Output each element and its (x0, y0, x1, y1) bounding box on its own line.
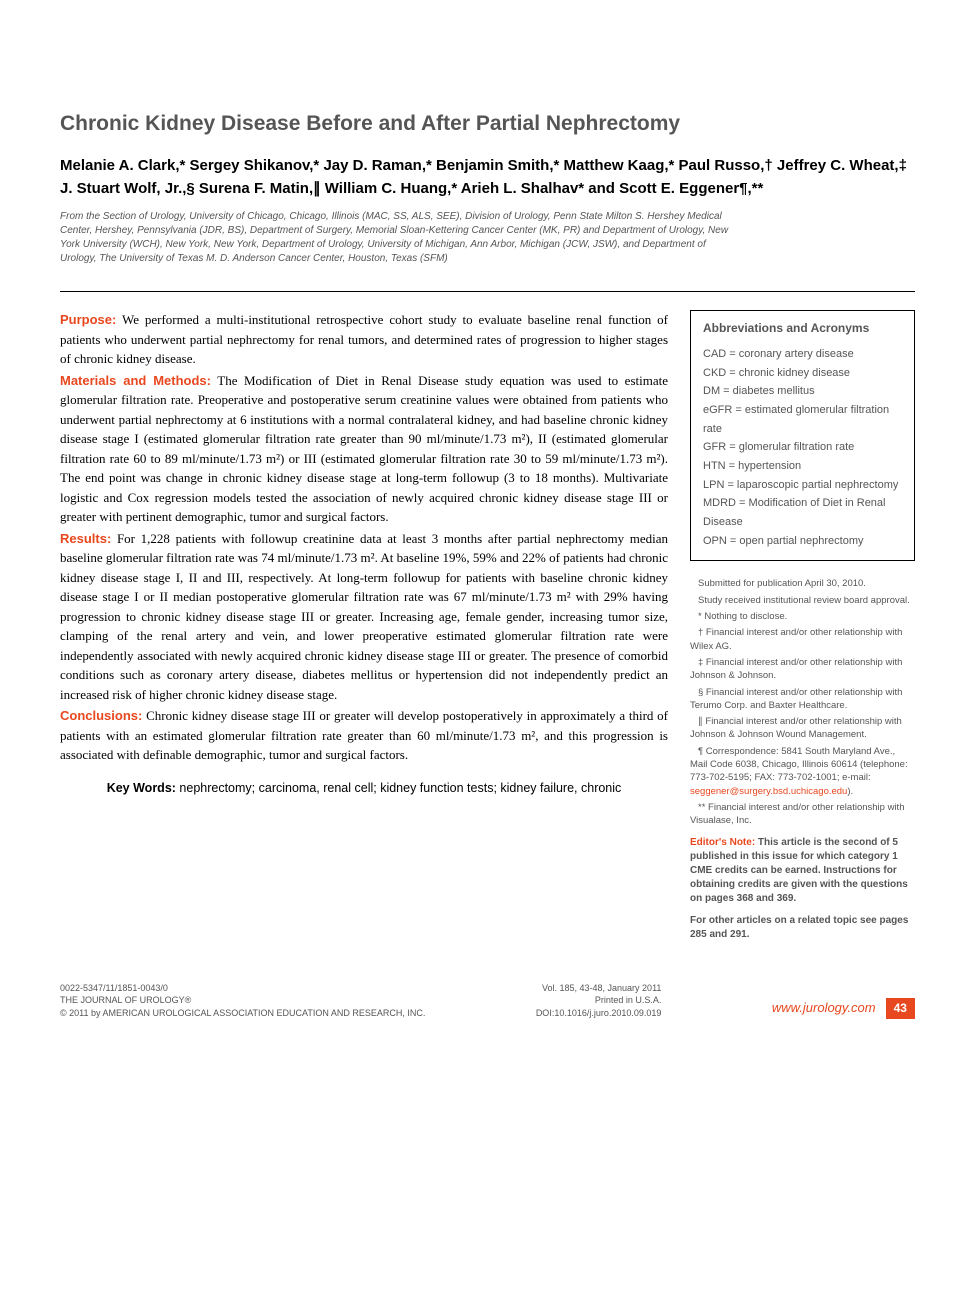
footnote-correspondence: ¶ Correspondence: 5841 South Maryland Av… (690, 745, 915, 798)
footer-right: www.jurology.com 43 (772, 998, 915, 1019)
footnote-star: * Nothing to disclose. (690, 610, 915, 623)
keywords: Key Words: nephrectomy; carcinoma, renal… (60, 779, 668, 798)
section-divider (60, 291, 915, 292)
correspondence-pre: ¶ Correspondence: 5841 South Maryland Av… (690, 746, 908, 784)
footer-printed: Printed in U.S.A. (536, 994, 662, 1007)
abbr-item: GFR = glomerular filtration rate (703, 438, 902, 457)
conclusions-label: Conclusions: (60, 708, 142, 723)
footer-doi: DOI:10.1016/j.juro.2010.09.019 (536, 1007, 662, 1020)
abbreviations-title: Abbreviations and Acronyms (703, 321, 902, 337)
footnote-ddagger: ‡ Financial interest and/or other relati… (690, 656, 915, 683)
correspondence-post: ). (847, 786, 853, 797)
abbr-item: LPN = laparoscopic partial nephrectomy (703, 476, 902, 495)
abbr-item: CKD = chronic kidney disease (703, 364, 902, 383)
article-title: Chronic Kidney Disease Before and After … (60, 110, 915, 137)
abbr-item: DM = diabetes mellitus (703, 382, 902, 401)
footnote-dagger: † Financial interest and/or other relati… (690, 626, 915, 653)
results-text: For 1,228 patients with followup creatin… (60, 531, 668, 702)
page-footer: 0022-5347/11/1851-0043/0 THE JOURNAL OF … (60, 982, 915, 1020)
sidebar-column: Abbreviations and Acronyms CAD = coronar… (690, 310, 915, 941)
footnote-submitted: Submitted for publication April 30, 2010… (690, 577, 915, 590)
keywords-text: nephrectomy; carcinoma, renal cell; kidn… (176, 781, 621, 795)
abbr-item: HTN = hypertension (703, 457, 902, 476)
footer-issn: 0022-5347/11/1851-0043/0 (60, 982, 425, 995)
abbr-item: CAD = coronary artery disease (703, 345, 902, 364)
author-list: Melanie A. Clark,* Sergey Shikanov,* Jay… (60, 155, 915, 200)
editors-note: Editor's Note: This article is the secon… (690, 836, 915, 942)
footnote-section: § Financial interest and/or other relati… (690, 686, 915, 713)
main-column: Purpose: We performed a multi-institutio… (60, 310, 668, 941)
editors-note-related: For other articles on a related topic se… (690, 914, 915, 942)
affiliations: From the Section of Urology, University … (60, 210, 915, 266)
footer-page-number: 43 (886, 998, 915, 1019)
abbr-item: OPN = open partial nephrectomy (703, 532, 902, 551)
methods-text: The Modification of Diet in Renal Diseas… (60, 373, 668, 525)
footer-url[interactable]: www.jurology.com (772, 999, 876, 1017)
footer-left: 0022-5347/11/1851-0043/0 THE JOURNAL OF … (60, 982, 425, 1020)
footer-copyright: © 2011 by AMERICAN UROLOGICAL ASSOCIATIO… (60, 1007, 425, 1020)
footnote-parallel: ∥ Financial interest and/or other relati… (690, 715, 915, 742)
purpose-text: We performed a multi-institutional retro… (60, 312, 668, 366)
content-columns: Purpose: We performed a multi-institutio… (60, 310, 915, 941)
abbr-item: eGFR = estimated glomerular filtration r… (703, 401, 902, 438)
abbreviations-list: CAD = coronary artery disease CKD = chro… (703, 345, 902, 551)
footer-journal: THE JOURNAL OF UROLOGY® (60, 994, 425, 1007)
methods-label: Materials and Methods: (60, 373, 211, 388)
conclusions-text: Chronic kidney disease stage III or grea… (60, 708, 668, 762)
correspondence-email[interactable]: seggener@surgery.bsd.uchicago.edu (690, 786, 847, 797)
footnote-dstar: ** Financial interest and/or other relat… (690, 801, 915, 828)
abbreviations-box: Abbreviations and Acronyms CAD = coronar… (690, 310, 915, 561)
results-label: Results: (60, 531, 111, 546)
footer-vol: Vol. 185, 43-48, January 2011 (536, 982, 662, 995)
abbr-item: MDRD = Modification of Diet in Renal Dis… (703, 494, 902, 531)
keywords-label: Key Words: (107, 781, 176, 795)
purpose-label: Purpose: (60, 312, 116, 327)
editors-note-label: Editor's Note: (690, 837, 755, 848)
footer-middle: Vol. 185, 43-48, January 2011 Printed in… (536, 982, 662, 1020)
abstract: Purpose: We performed a multi-institutio… (60, 310, 668, 765)
footnotes: Submitted for publication April 30, 2010… (690, 577, 915, 827)
footnote-study: Study received institutional review boar… (690, 594, 915, 607)
